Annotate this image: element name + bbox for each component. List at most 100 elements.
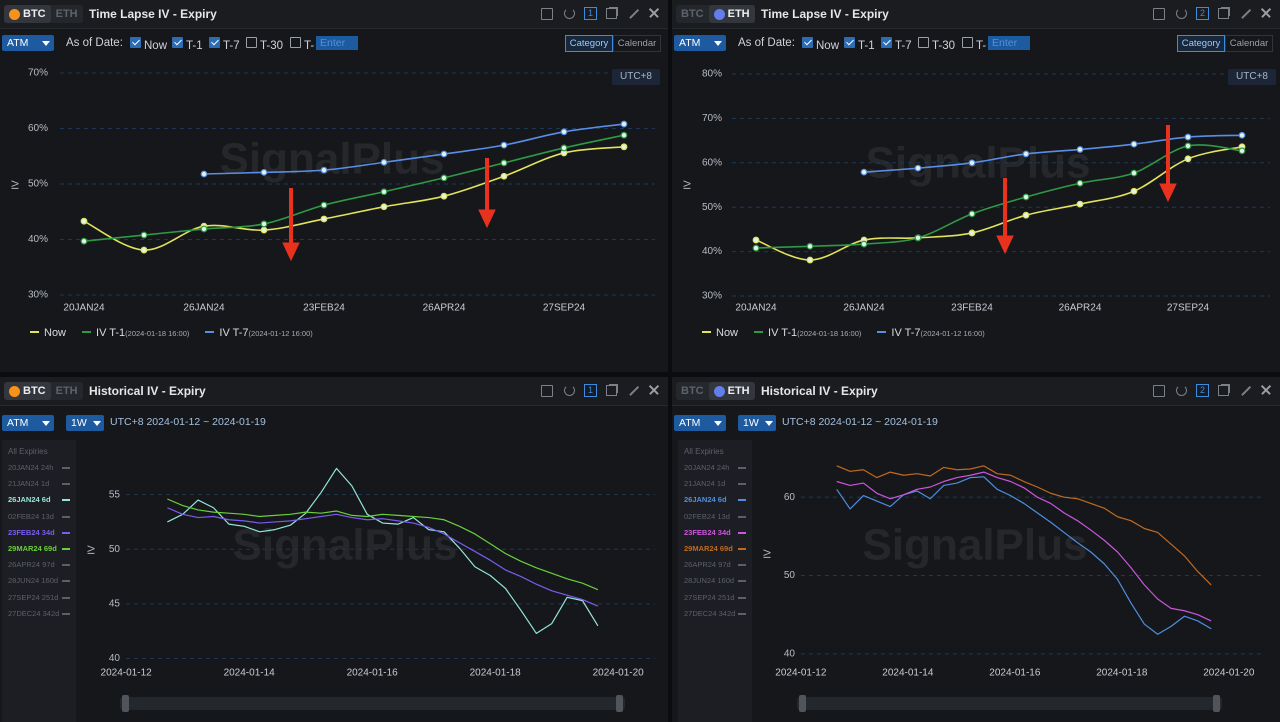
expiry-item[interactable]: 02FEB24 13d [8,512,72,524]
axis-mode-button[interactable]: Category [565,35,613,52]
mode-dropdown[interactable]: ATM [2,35,54,51]
mode-dropdown[interactable]: ATM [674,35,726,51]
expiry-item[interactable]: 23FEB24 34d [684,528,748,540]
legend-swatch [754,331,764,333]
panel-index[interactable]: 2 [1196,384,1209,397]
range-slider-handle[interactable] [122,695,129,712]
expiry-item[interactable]: 26JAN24 6d [684,495,748,507]
expiry-item[interactable]: 20JAN24 24h [8,463,72,475]
coin-button[interactable]: ETH [51,382,83,400]
coin-icon [9,385,20,397]
expiry-item[interactable]: 26APR24 97d [684,560,748,572]
legend-item[interactable]: IV T-1 (2024-01-18 16:00) [754,327,861,339]
axis-mode-button[interactable]: Calendar [1225,35,1273,52]
copy-icon[interactable] [1218,385,1229,396]
expiry-item[interactable]: 20JAN24 24h [684,463,748,475]
axis-mode-button[interactable]: Category [1177,35,1225,52]
expiry-item[interactable]: 26JAN24 6d [8,495,72,507]
series-line [836,465,1212,586]
expand-icon[interactable] [1241,8,1251,19]
range-slider-handle[interactable] [1213,695,1220,712]
refresh-icon[interactable] [1176,8,1187,19]
close-button[interactable] [648,7,660,19]
coin-button[interactable]: BTC [4,382,51,400]
date-option[interactable]: T-1 [172,36,203,52]
range-slider-handle[interactable] [616,695,623,712]
expiry-label: 21JAN24 1d [8,479,50,489]
copy-icon[interactable] [1218,8,1229,19]
expiry-item[interactable]: 27DEC24 342d [684,609,748,621]
y-tick-label: 60% [702,157,722,168]
legend-item[interactable]: Now [702,327,738,339]
expiry-item[interactable]: 21JAN24 1d [684,479,748,491]
mode-label: ATM [679,417,701,429]
coin-button[interactable]: BTC [676,382,709,400]
date-option[interactable]: T-30 [246,36,283,52]
date-option[interactable]: Now [130,36,168,52]
refresh-icon[interactable] [564,385,575,396]
legend-item[interactable]: IV T-1 (2024-01-18 16:00) [82,327,189,339]
expand-icon[interactable] [1241,385,1251,396]
legend-swatch [702,331,711,333]
legend: Now IV T-1 (2024-01-18 16:00) IV T-7 (2024-0… [702,327,985,339]
period-dropdown[interactable]: 1W [738,415,776,431]
data-point [752,236,760,244]
coin-button[interactable]: ETH [51,5,83,23]
copy-icon[interactable] [606,385,617,396]
coin-button[interactable]: BTC [676,5,709,23]
option-label: Now [144,40,168,52]
legend-swatch [82,331,92,333]
coin-button[interactable]: ETH [708,5,755,23]
mode-dropdown[interactable]: ATM [674,415,726,431]
expiry-item[interactable]: 29MAR24 69d [684,544,748,556]
date-option[interactable]: T- [962,36,987,52]
close-button[interactable] [648,384,660,396]
expiry-item[interactable]: 27SEP24 251d [684,593,748,605]
coin-button[interactable]: ETH [708,382,755,400]
watermark: SignalPlus [233,521,458,570]
date-option[interactable]: Now [802,36,839,52]
refresh-icon[interactable] [564,8,575,19]
expand-icon[interactable] [629,8,639,19]
close-button[interactable] [1260,384,1272,396]
expiry-item[interactable]: 23FEB24 34d [8,528,72,540]
expand-icon[interactable] [629,385,639,396]
export-icon[interactable] [1153,8,1165,20]
panel-index[interactable]: 1 [584,7,597,20]
expiry-item[interactable]: 27DEC24 342d [8,609,72,621]
custom-date-input[interactable]: Enter [316,36,358,50]
close-button[interactable] [1260,7,1272,19]
coin-button[interactable]: BTC [4,5,51,23]
export-icon[interactable] [541,385,553,397]
expiry-item[interactable]: 29MAR24 69d [8,544,72,556]
panel-index[interactable]: 1 [584,384,597,397]
expiry-item[interactable]: 27SEP24 251d [8,593,72,605]
range-slider-handle[interactable] [799,695,806,712]
legend-item[interactable]: IV T-7 (2024-01-12 16:00) [205,327,313,339]
legend-item[interactable]: IV T-7 (2024-01-12 16:00) [877,327,985,339]
export-icon[interactable] [541,8,553,20]
axis-mode-button[interactable]: Calendar [613,35,661,52]
refresh-icon[interactable] [1176,385,1187,396]
export-icon[interactable] [1153,385,1165,397]
date-option[interactable]: T- [290,36,314,52]
x-tick-label: 2024-01-14 [224,668,276,679]
copy-icon[interactable] [606,8,617,19]
period-dropdown[interactable]: 1W [66,415,104,431]
expiry-item[interactable]: 28JUN24 160d [8,576,72,588]
date-option[interactable]: T-7 [209,36,240,52]
mode-dropdown[interactable]: ATM [2,415,54,431]
expiry-item[interactable]: 28JUN24 160d [684,576,748,588]
expiry-item[interactable]: 21JAN24 1d [8,479,72,491]
date-option[interactable]: T-30 [918,36,955,52]
custom-date-input[interactable]: Enter [988,36,1030,50]
expiry-item[interactable]: 26APR24 97d [8,560,72,572]
option-label: T- [976,40,987,52]
panel-index[interactable]: 2 [1196,7,1209,20]
date-option[interactable]: T-7 [881,36,912,52]
legend-note: (2024-01-12 16:00) [920,329,985,338]
expiry-item[interactable]: 02FEB24 13d [684,512,748,524]
legend-item[interactable]: Now [30,327,66,339]
date-option[interactable]: T-1 [844,36,875,52]
